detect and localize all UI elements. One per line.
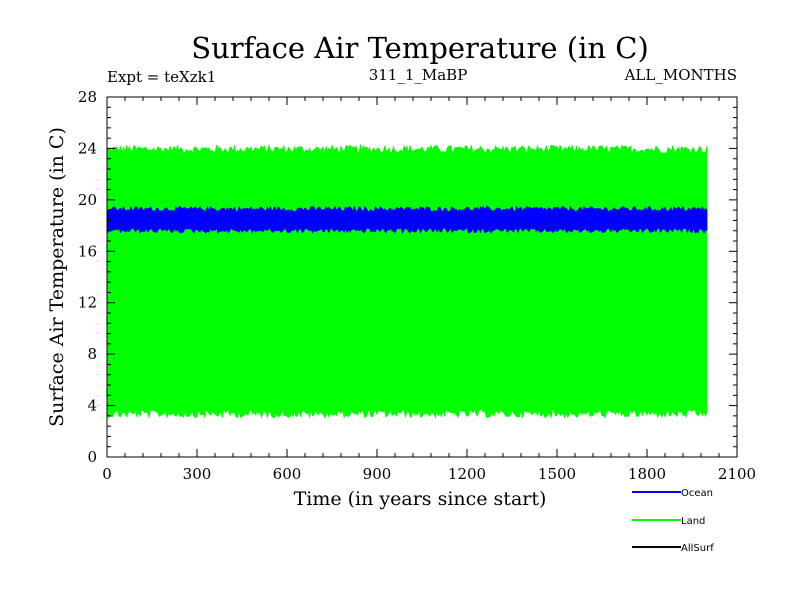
x-tick-label: 2100 [718,465,756,483]
legend-label-ocean: Ocean [681,488,713,499]
plot-frame [106,96,738,458]
x-axis-title: Time (in years since start) [294,488,547,510]
y-tick-label: 28 [78,88,97,106]
x-tick-label: 0 [102,465,112,483]
series-layer [106,143,708,419]
x-tick-label: 600 [273,465,302,483]
x-tick-label: 1200 [448,465,486,483]
legend: Ocean Land AllSurf [632,488,714,554]
y-tick-label: 20 [78,191,97,209]
chart-title: Surface Air Temperature (in C) [191,31,649,65]
ticks-layer: 0 300 600 900 1200 1500 1800 2100 0 4 8 12 16 20 24 28 [78,88,756,483]
run-label: 311_1_MaBP [369,66,468,84]
experiment-label: Expt = teXzk1 [107,68,216,86]
y-tick-label: 0 [87,448,97,466]
y-tick-label: 4 [87,397,97,415]
series-ocean [106,205,708,235]
legend-label-allsurf: AllSurf [681,543,714,554]
series-land [106,143,708,419]
x-tick-label: 900 [363,465,392,483]
y-tick-label: 24 [78,139,97,157]
y-tick-label: 12 [78,294,97,312]
x-tick-label: 1800 [628,465,666,483]
legend-label-land: Land [681,516,705,527]
x-tick-label: 300 [183,465,212,483]
y-axis-title: Surface Air Temperature (in C) [46,127,68,427]
x-tick-label: 1500 [538,465,576,483]
months-label: ALL_MONTHS [624,66,737,84]
y-tick-label: 16 [78,242,97,260]
y-tick-label: 8 [87,345,97,363]
